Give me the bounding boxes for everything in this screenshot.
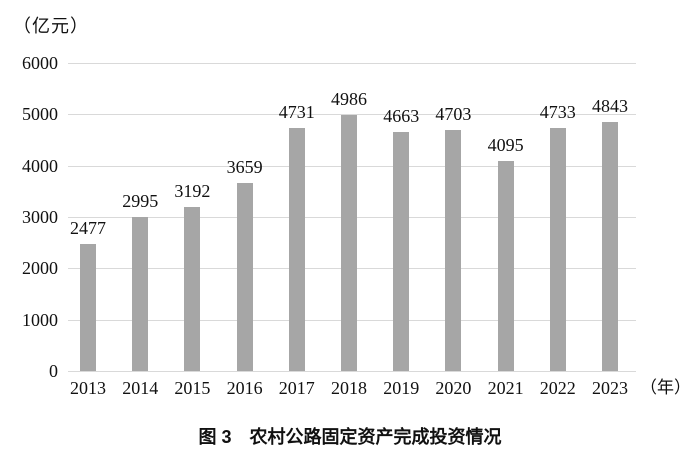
x-tick-label: 2020 bbox=[435, 378, 472, 398]
bar-value-label: 4095 bbox=[487, 134, 524, 155]
x-tick-label: 2018 bbox=[331, 378, 367, 398]
bar-value-label: 4731 bbox=[278, 102, 315, 123]
y-tick-label: 5000 bbox=[22, 104, 58, 125]
bar-value-label: 4733 bbox=[539, 102, 576, 122]
gridline bbox=[68, 114, 636, 116]
y-tick-label: 0 bbox=[49, 361, 58, 381]
y-tick-label: 3000 bbox=[22, 207, 58, 227]
x-tick-label: 2019 bbox=[383, 378, 420, 398]
x-tick-label: 2016 bbox=[226, 378, 263, 398]
bar bbox=[497, 160, 514, 371]
bar-value-label: 4843 bbox=[592, 96, 628, 117]
bar-value-label: 2477 bbox=[70, 217, 106, 238]
bar-value-label: 4703 bbox=[435, 103, 472, 124]
x-tick-label: 2014 bbox=[122, 378, 159, 398]
x-tick-label: 2023 bbox=[592, 378, 628, 398]
gridline bbox=[68, 63, 636, 64]
bar bbox=[549, 128, 566, 371]
bar-value-label: 4986 bbox=[331, 89, 367, 110]
y-tick-label: 2000 bbox=[22, 258, 58, 279]
bar-value-label: 3659 bbox=[226, 157, 263, 178]
bar bbox=[602, 122, 618, 371]
x-tick-label: 2022 bbox=[539, 378, 576, 398]
bar bbox=[80, 243, 96, 371]
y-tick-label: 6000 bbox=[22, 53, 58, 73]
gridline bbox=[68, 371, 636, 372]
figure-caption: 图 3 农村公路固定资产完成投资情况 bbox=[198, 427, 502, 447]
x-tick-label: 2015 bbox=[174, 378, 211, 398]
y-axis-unit-label: （亿元） bbox=[13, 16, 89, 36]
bar bbox=[341, 115, 357, 371]
bar bbox=[132, 217, 149, 371]
y-tick-label: 4000 bbox=[22, 155, 58, 176]
x-tick-label: 2021 bbox=[487, 378, 524, 398]
x-axis-unit-label: （年） bbox=[640, 378, 691, 397]
x-tick-label: 2017 bbox=[278, 378, 315, 398]
bar bbox=[393, 131, 410, 371]
bar bbox=[445, 129, 462, 371]
bar bbox=[236, 183, 253, 371]
bar-value-label: 3192 bbox=[174, 181, 211, 202]
bar bbox=[288, 128, 305, 371]
y-tick-label: 1000 bbox=[22, 309, 58, 330]
bar-value-label: 2995 bbox=[122, 191, 159, 212]
x-tick-label: 2013 bbox=[70, 378, 106, 398]
bar-value-label: 4663 bbox=[383, 105, 420, 126]
bar bbox=[184, 207, 201, 371]
